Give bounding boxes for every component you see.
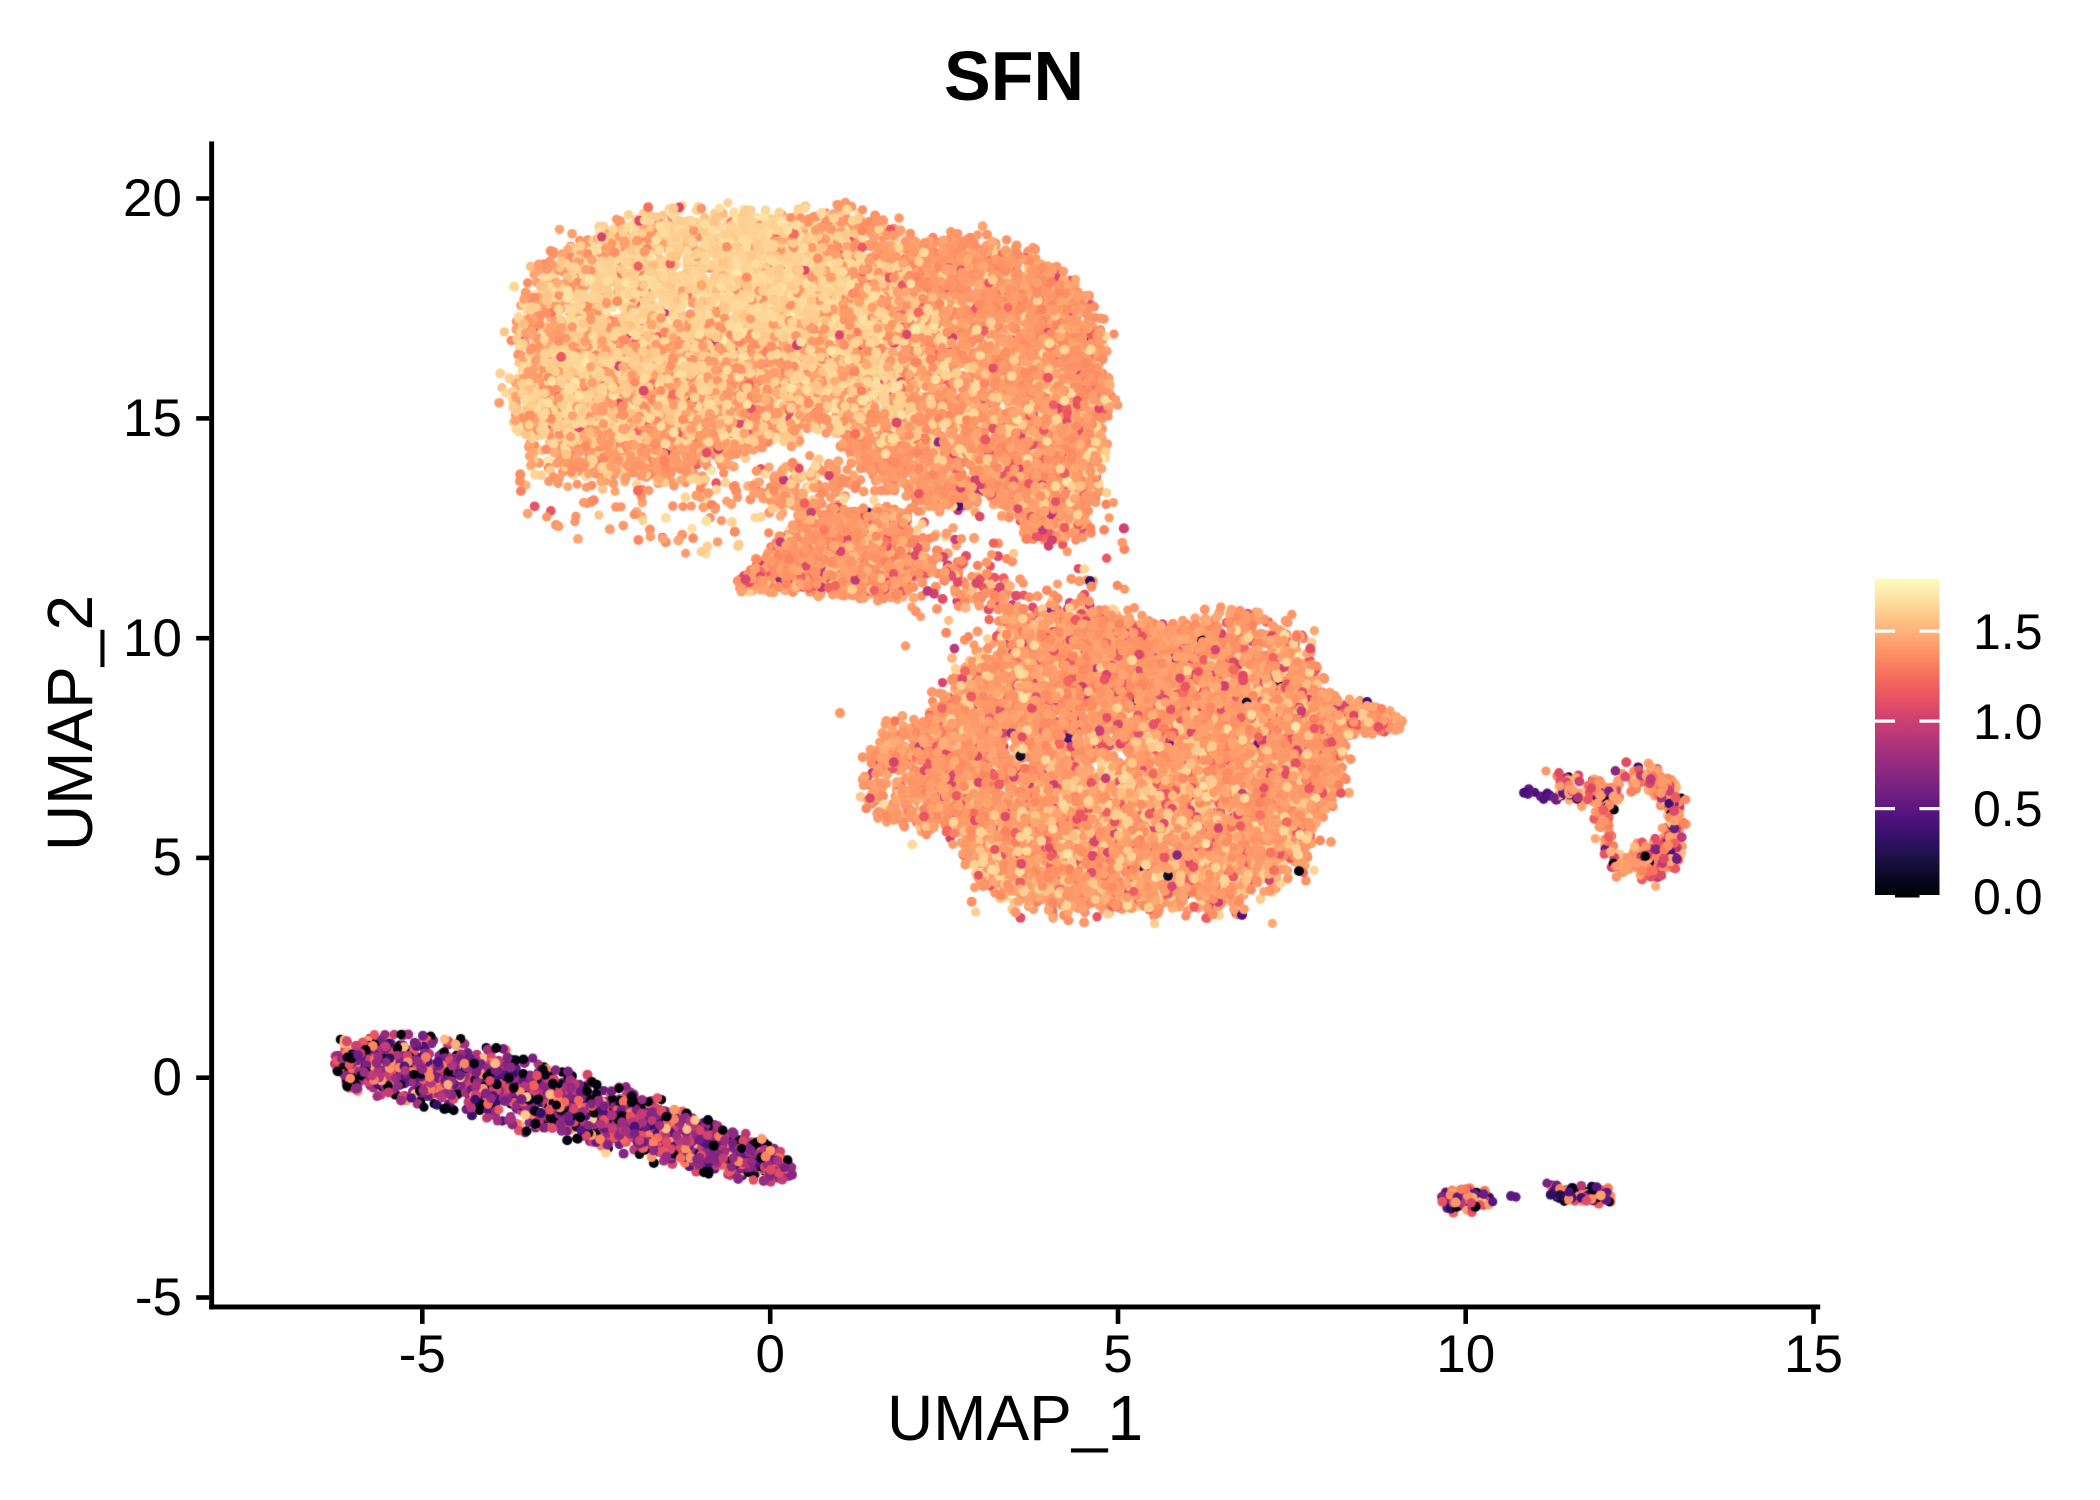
svg-text:15: 15 — [1784, 1325, 1843, 1384]
svg-text:10: 10 — [123, 609, 182, 668]
svg-text:1.5: 1.5 — [1973, 604, 2043, 660]
svg-text:5: 5 — [1103, 1325, 1132, 1384]
svg-text:10: 10 — [1436, 1325, 1495, 1384]
svg-text:0.5: 0.5 — [1973, 781, 2043, 837]
svg-text:15: 15 — [123, 389, 182, 448]
svg-text:SFN: SFN — [944, 37, 1084, 115]
svg-text:5: 5 — [153, 828, 182, 887]
svg-text:-5: -5 — [135, 1268, 182, 1327]
svg-text:UMAP_2: UMAP_2 — [34, 595, 106, 851]
svg-text:0.0: 0.0 — [1973, 869, 2043, 925]
svg-text:-5: -5 — [399, 1325, 446, 1384]
svg-text:20: 20 — [123, 169, 182, 228]
svg-text:0: 0 — [755, 1325, 784, 1384]
svg-text:0: 0 — [153, 1048, 182, 1107]
svg-text:UMAP_1: UMAP_1 — [887, 1382, 1143, 1454]
svg-text:1.0: 1.0 — [1973, 694, 2043, 750]
